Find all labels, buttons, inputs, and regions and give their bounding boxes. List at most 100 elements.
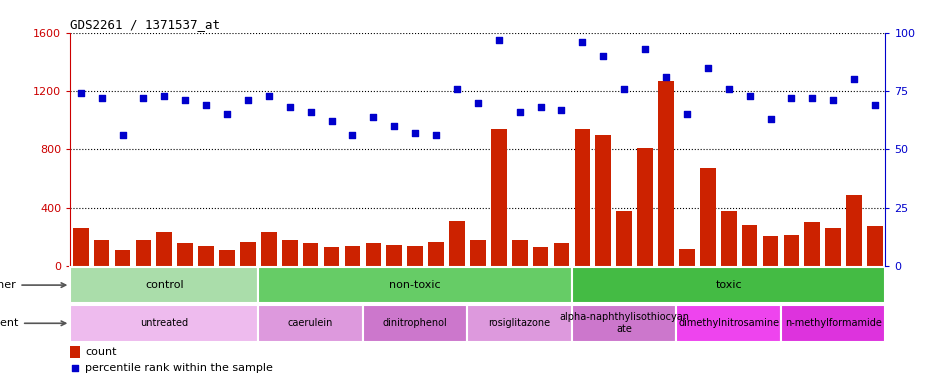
Point <box>490 36 505 43</box>
Bar <box>70 346 80 358</box>
Point <box>470 99 485 106</box>
Text: untreated: untreated <box>140 318 188 328</box>
Bar <box>365 243 381 266</box>
Text: GDS2261 / 1371537_at: GDS2261 / 1371537_at <box>70 18 220 31</box>
Point <box>533 104 548 110</box>
Bar <box>571 305 676 342</box>
Point <box>721 86 736 92</box>
Point <box>387 123 402 129</box>
Point <box>156 93 171 99</box>
Point <box>679 111 694 118</box>
Point <box>762 116 777 122</box>
Bar <box>636 148 652 266</box>
Bar <box>533 247 548 266</box>
Point <box>324 118 339 124</box>
Bar <box>845 195 861 266</box>
Bar <box>762 236 778 266</box>
Bar <box>657 81 673 266</box>
Point <box>553 107 568 113</box>
Point <box>73 90 88 96</box>
Bar <box>70 305 258 342</box>
Bar <box>571 267 885 303</box>
Point <box>115 132 130 138</box>
Bar <box>490 129 506 266</box>
Bar <box>866 226 882 266</box>
Text: toxic: toxic <box>714 280 741 290</box>
Bar <box>780 305 885 342</box>
Bar <box>261 232 276 266</box>
Bar <box>699 168 715 266</box>
Bar <box>616 211 632 266</box>
Point <box>825 97 840 103</box>
Bar <box>240 242 256 266</box>
Point <box>636 46 651 52</box>
Point <box>241 97 256 103</box>
Text: rosiglitazone: rosiglitazone <box>488 318 550 328</box>
Point <box>407 130 422 136</box>
Point <box>512 109 527 115</box>
Bar <box>676 305 780 342</box>
Point <box>344 132 359 138</box>
Bar <box>553 243 569 266</box>
Text: dimethylnitrosamine: dimethylnitrosamine <box>678 318 779 328</box>
Bar <box>258 267 571 303</box>
Point <box>219 111 234 118</box>
Text: n-methylformamide: n-methylformamide <box>784 318 881 328</box>
Bar <box>219 250 235 266</box>
Bar <box>511 240 527 266</box>
Point <box>616 86 631 92</box>
Bar <box>362 305 467 342</box>
Text: agent: agent <box>0 318 66 328</box>
Bar <box>198 246 213 266</box>
Bar <box>323 247 339 266</box>
Text: count: count <box>85 346 116 356</box>
Bar <box>428 242 444 266</box>
Bar <box>467 305 571 342</box>
Point <box>94 95 109 101</box>
Point <box>595 53 610 59</box>
Bar <box>114 250 130 266</box>
Point <box>198 102 213 108</box>
Bar <box>386 245 402 266</box>
Text: alpha-naphthylisothiocyan
ate: alpha-naphthylisothiocyan ate <box>559 313 689 334</box>
Text: caerulein: caerulein <box>287 318 333 328</box>
Text: non-toxic: non-toxic <box>389 280 441 290</box>
Point <box>783 95 798 101</box>
Bar <box>470 240 485 266</box>
Bar <box>70 267 258 303</box>
Bar <box>448 221 464 266</box>
Point <box>303 109 318 115</box>
Point <box>428 132 443 138</box>
Bar <box>94 240 110 266</box>
Point <box>846 76 861 83</box>
Text: other: other <box>0 280 66 290</box>
Bar <box>574 129 590 266</box>
Bar <box>282 240 298 266</box>
Point <box>658 74 673 80</box>
Point <box>261 93 276 99</box>
Bar <box>73 228 89 266</box>
Text: percentile rank within the sample: percentile rank within the sample <box>85 363 272 373</box>
Text: control: control <box>145 280 183 290</box>
Point <box>699 65 714 71</box>
Bar <box>407 246 422 266</box>
Point <box>867 102 882 108</box>
Point <box>67 365 82 371</box>
Bar <box>741 225 756 266</box>
Bar <box>136 240 151 266</box>
Bar <box>720 210 736 266</box>
Bar <box>156 232 172 266</box>
Point <box>804 95 819 101</box>
Bar <box>825 228 841 266</box>
Point <box>741 93 756 99</box>
Point <box>575 39 590 45</box>
Bar <box>302 243 318 266</box>
Bar <box>782 235 798 266</box>
Text: dinitrophenol: dinitrophenol <box>383 318 447 328</box>
Point <box>282 104 297 110</box>
Point <box>365 114 380 120</box>
Bar <box>344 246 360 266</box>
Point <box>178 97 193 103</box>
Bar <box>177 243 193 266</box>
Bar <box>258 305 362 342</box>
